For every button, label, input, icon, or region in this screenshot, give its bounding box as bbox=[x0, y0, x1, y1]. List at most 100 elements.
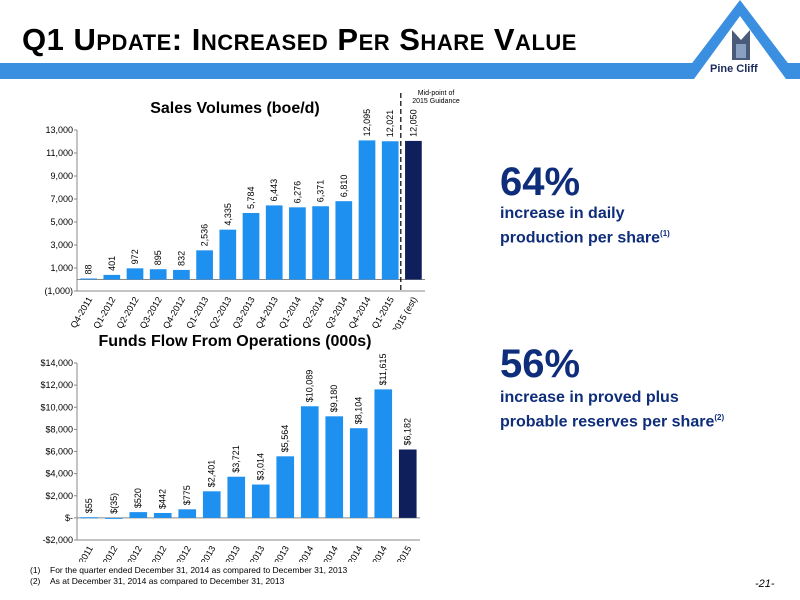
y-tick-label: (1,000) bbox=[44, 286, 73, 296]
bar bbox=[153, 512, 172, 518]
y-tick-label: -$2,000 bbox=[42, 535, 73, 545]
stat-2-line2: probable reserves per share bbox=[500, 413, 715, 431]
title-bar: Q1 Update: Increased Per Share Value bbox=[0, 0, 800, 85]
x-tick-label: Q1-2014 bbox=[277, 295, 303, 330]
x-tick-label: Q3-2012 bbox=[138, 295, 164, 330]
x-tick-label: Q4-2013 bbox=[265, 544, 291, 562]
data-label: 88 bbox=[84, 264, 94, 274]
data-label: 12,021 bbox=[385, 110, 395, 138]
data-label: $775 bbox=[182, 485, 192, 505]
stat-1-note: (1) bbox=[660, 229, 670, 238]
footnote-2: (2) As at December 31, 2014 as compared t… bbox=[30, 576, 285, 586]
data-label: 12,050 bbox=[408, 109, 418, 137]
stat-2-text: increase in proved plus probable reserve… bbox=[500, 388, 724, 432]
sales-volumes-chart: Sales Volumes (boe/d) (1,000) 1,000 3,000 5,… bbox=[44, 90, 460, 330]
bar bbox=[265, 205, 283, 280]
data-label: 401 bbox=[107, 256, 117, 271]
bar bbox=[398, 449, 417, 518]
bar bbox=[227, 476, 246, 518]
slide-title: Q1 Update: Increased Per Share Value bbox=[22, 22, 577, 57]
x-tick-label: Q2-2014 bbox=[314, 544, 340, 562]
x-tick-label: Q3-2014 bbox=[323, 295, 349, 330]
bar bbox=[335, 201, 353, 280]
data-label: $6,182 bbox=[403, 418, 413, 446]
data-label: $3,721 bbox=[231, 445, 241, 473]
bar bbox=[126, 268, 144, 280]
bar bbox=[358, 140, 376, 280]
data-label: $10,089 bbox=[305, 370, 315, 403]
bar bbox=[374, 389, 393, 518]
bar bbox=[312, 206, 329, 280]
y-tick-label: 13,000 bbox=[45, 125, 73, 135]
data-label: 6,276 bbox=[292, 181, 302, 204]
x-tick-label: Q1-2013 bbox=[184, 295, 210, 330]
data-label: 6,443 bbox=[269, 179, 279, 202]
x-tick-label: Q2-2012 bbox=[115, 295, 141, 330]
x-tick-label: Q3-2013 bbox=[240, 544, 266, 562]
x-tick-label: Q1-2015 bbox=[387, 544, 413, 562]
stat-1-text: increase in daily production per share(1… bbox=[500, 204, 670, 248]
x-tick-label: Q2-2013 bbox=[216, 544, 242, 562]
guidance-annotation: Mid-point of bbox=[418, 90, 455, 97]
guidance-annotation: 2015 Guidance bbox=[412, 98, 460, 105]
logo-text: Pine Cliff bbox=[708, 63, 760, 75]
bar bbox=[103, 274, 121, 280]
bar bbox=[242, 212, 260, 280]
stat-2-note: (2) bbox=[714, 413, 725, 422]
bar bbox=[219, 229, 237, 280]
x-tick-label: Q3-2012 bbox=[142, 544, 168, 562]
x-tick-label: Q2-2012 bbox=[118, 544, 144, 562]
x-tick-label: Q2-2014 bbox=[300, 295, 326, 330]
footnote-1: (1) For the quarter ended December 31, 20… bbox=[30, 565, 348, 575]
y-tick-label: $4,000 bbox=[45, 469, 73, 479]
chart-title: Funds Flow From Operations (000s) bbox=[99, 333, 372, 350]
data-label: 832 bbox=[176, 251, 186, 266]
y-tick-label: $10,000 bbox=[40, 402, 73, 412]
page-number: -21- bbox=[755, 578, 775, 590]
x-tick-label: Q4-2011 bbox=[69, 544, 95, 562]
x-tick-label: Q1-2015 bbox=[370, 295, 396, 330]
y-tick-label: 1,000 bbox=[50, 263, 73, 273]
x-tick-label: Q1-2014 bbox=[289, 544, 315, 562]
stat-1-line2: production per share bbox=[500, 229, 661, 247]
bar bbox=[325, 416, 344, 518]
data-label: $442 bbox=[158, 489, 168, 509]
y-tick-label: $2,000 bbox=[45, 491, 73, 501]
y-tick-label: 9,000 bbox=[50, 171, 73, 181]
bar bbox=[300, 406, 319, 518]
bar bbox=[381, 141, 399, 280]
x-tick-label: Q4-2013 bbox=[254, 295, 280, 330]
x-tick-label: Q2-2013 bbox=[207, 295, 233, 330]
bar bbox=[349, 428, 368, 518]
bar bbox=[80, 517, 99, 519]
bar bbox=[178, 509, 197, 518]
chart-title: Sales Volumes (boe/d) bbox=[150, 100, 320, 117]
x-tick-label: Q4-2014 bbox=[363, 544, 389, 562]
data-label: $11,615 bbox=[378, 354, 388, 386]
bar bbox=[202, 491, 221, 518]
data-label: $2,401 bbox=[207, 460, 217, 488]
data-label: 895 bbox=[153, 250, 163, 265]
bar bbox=[276, 456, 295, 518]
y-tick-label: 7,000 bbox=[50, 194, 73, 204]
footnotes: (1) For the quarter ended December 31, 20… bbox=[30, 565, 347, 587]
data-label: $8,104 bbox=[354, 397, 364, 425]
x-tick-label: Q1-2013 bbox=[191, 544, 217, 562]
x-tick-label: Q1-2012 bbox=[93, 544, 119, 562]
y-tick-label: 3,000 bbox=[50, 240, 73, 250]
data-label: 6,810 bbox=[339, 175, 349, 198]
bar bbox=[251, 484, 270, 518]
x-tick-label: Q4-2012 bbox=[167, 544, 193, 562]
stat-1-value: 64% bbox=[500, 160, 581, 204]
data-label: 6,371 bbox=[316, 180, 326, 203]
data-label: 5,784 bbox=[246, 186, 256, 209]
bar bbox=[149, 269, 167, 280]
x-tick-label: Q4-2012 bbox=[161, 295, 187, 330]
x-tick-label: Q4-2014 bbox=[347, 295, 373, 330]
x-tick-label: Q1-2012 bbox=[91, 295, 117, 330]
data-label: 12,095 bbox=[362, 109, 372, 137]
bar bbox=[80, 278, 97, 280]
bar bbox=[173, 269, 190, 280]
y-tick-label: 11,000 bbox=[46, 148, 73, 158]
data-label: $(35) bbox=[109, 493, 119, 514]
